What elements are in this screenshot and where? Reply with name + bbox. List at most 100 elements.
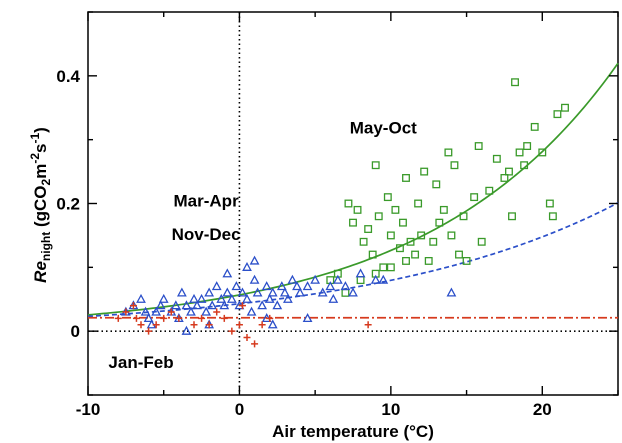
square-point-5 — [368, 250, 377, 259]
square-point-22 — [432, 180, 441, 189]
square-point-38 — [508, 212, 516, 221]
square-point-51 — [341, 288, 350, 297]
y-label-sub2: 2 — [39, 178, 53, 185]
triangle-point-28 — [237, 287, 248, 297]
triangle-point-19 — [204, 287, 215, 297]
triangle-point-55 — [181, 325, 192, 335]
triangle-point-12 — [176, 287, 187, 297]
triangle-point-8 — [158, 293, 169, 303]
y-label-sup1: -2 — [28, 153, 42, 164]
y-label-rest1: (gCO — [31, 185, 50, 231]
square-point-2 — [353, 205, 362, 214]
triangle-point-35 — [264, 293, 275, 303]
plus-point-21 — [364, 321, 372, 329]
plus-point-1 — [122, 308, 130, 316]
square-point-19 — [420, 167, 429, 176]
triangle-point-6 — [151, 306, 162, 316]
triangle-point-24 — [222, 287, 233, 297]
square-point-55 — [402, 256, 410, 265]
square-point-7 — [374, 212, 383, 221]
y-label-main: Re — [31, 261, 50, 283]
square-point-4 — [364, 225, 373, 233]
square-point-11 — [391, 205, 400, 214]
fit-curve-solid — [87, 62, 619, 316]
square-point-29 — [459, 212, 468, 221]
square-point-28 — [455, 250, 463, 259]
triangle-point-14 — [186, 306, 196, 316]
square-point-33 — [477, 237, 486, 246]
data-points — [114, 78, 569, 348]
square-point-35 — [492, 154, 501, 163]
plus-point-12 — [205, 321, 213, 329]
triangle-point-25 — [226, 293, 237, 303]
y-label-rest2: m — [31, 164, 50, 179]
triangle-point-36 — [267, 287, 278, 297]
square-point-31 — [470, 193, 479, 202]
square-point-43 — [530, 122, 539, 131]
triangle-point-44 — [302, 281, 313, 291]
triangle-point-53 — [378, 274, 389, 284]
square-point-48 — [561, 103, 569, 112]
x-tick-label-2: 10 — [381, 400, 400, 419]
square-point-26 — [447, 231, 456, 240]
square-point-24 — [439, 205, 448, 214]
square-point-37 — [505, 167, 513, 176]
y-tick-label-1: 0.2 — [56, 195, 80, 214]
triangle-point-18 — [201, 306, 212, 316]
triangle-point-48 — [332, 274, 343, 284]
triangle-point-34 — [261, 281, 272, 291]
square-point-9 — [383, 193, 392, 202]
x-tick-label-1: 0 — [235, 400, 244, 419]
plus-point-0 — [114, 314, 122, 322]
triangle-point-51 — [355, 268, 366, 278]
triangle-point-16 — [192, 300, 202, 310]
square-point-42 — [523, 142, 532, 150]
triangle-point-37 — [272, 300, 283, 310]
triangle-point-30 — [246, 306, 257, 316]
square-point-52 — [356, 276, 365, 285]
y-label-sub1: night — [39, 232, 53, 261]
plus-point-6 — [152, 321, 160, 329]
plus-point-8 — [167, 308, 175, 316]
square-point-32 — [474, 142, 483, 150]
tick-labels: -10 0 10 20 0 0.2 0.4 — [56, 67, 551, 419]
square-point-6 — [371, 161, 380, 170]
square-point-16 — [411, 250, 420, 259]
triangle-point-13 — [181, 300, 192, 310]
triangle-point-50 — [348, 287, 358, 297]
square-point-44 — [538, 148, 547, 157]
reference-lines — [88, 12, 618, 395]
square-point-18 — [417, 231, 426, 240]
triangle-point-26 — [231, 281, 242, 291]
plus-point-15 — [235, 321, 243, 329]
annotation-3: Jan-Feb — [108, 353, 173, 372]
square-point-39 — [511, 78, 519, 87]
triangle-point-42 — [292, 281, 302, 291]
triangle-point-17 — [196, 293, 207, 303]
plus-point-19 — [266, 314, 274, 322]
plus-point-7 — [160, 314, 168, 322]
triangle-point-61 — [242, 261, 252, 271]
y-label-rest4: ) — [31, 127, 50, 133]
square-point-23 — [435, 218, 444, 227]
triangle-point-49 — [340, 281, 351, 291]
annotation-2: Nov-Dec — [172, 225, 241, 244]
plus-point-11 — [198, 314, 206, 322]
triangle-point-38 — [276, 281, 287, 291]
square-point-45 — [545, 199, 554, 208]
plus-point-10 — [190, 321, 198, 329]
triangle-point-3 — [140, 306, 151, 316]
y-label-sup2: -1 — [28, 133, 42, 144]
triangle-point-63 — [328, 293, 339, 303]
y-tick-label-2: 0.4 — [56, 67, 80, 86]
square-point-17 — [414, 199, 423, 208]
fit-curves — [87, 62, 619, 319]
triangle-point-31 — [249, 274, 260, 284]
square-point-30 — [462, 256, 471, 265]
triangle-point-21 — [211, 281, 222, 291]
triangle-point-29 — [242, 293, 252, 303]
square-point-54 — [386, 263, 395, 272]
square-point-1 — [349, 218, 357, 227]
square-point-34 — [485, 186, 494, 195]
